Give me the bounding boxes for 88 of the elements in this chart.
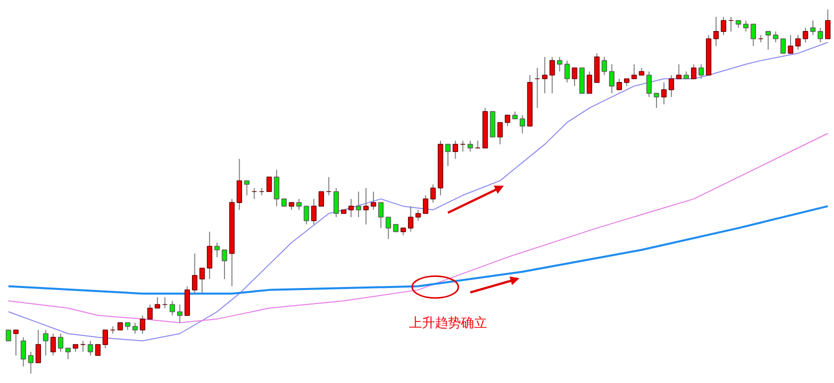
- candlestick: [564, 60, 570, 83]
- candlestick: [452, 140, 458, 160]
- candlestick: [668, 74, 674, 98]
- candlestick: [758, 34, 764, 43]
- candlestick: [468, 140, 473, 152]
- candlestick: [609, 64, 614, 94]
- candlestick: [214, 242, 220, 258]
- candlestick: [713, 16, 719, 47]
- candlestick: [586, 70, 592, 94]
- candlestick: [236, 158, 242, 210]
- candlestick: [20, 336, 26, 367]
- candlestick: [58, 333, 64, 352]
- candlestick: [415, 209, 421, 222]
- candlestick: [192, 253, 198, 294]
- candlestick: [177, 304, 182, 324]
- candlestick: [497, 122, 503, 145]
- candlestick: [162, 296, 168, 309]
- candlestick: [266, 176, 272, 192]
- candlestick: [795, 34, 801, 50]
- candlestick: [430, 184, 436, 204]
- candlestick: [147, 304, 153, 320]
- candlestick: [80, 340, 86, 352]
- candlestick: [206, 231, 212, 280]
- candlestick: [6, 330, 12, 342]
- candlestick: [445, 144, 451, 167]
- candlestick: [43, 329, 48, 356]
- candlestick: [750, 24, 756, 47]
- candlestick: [810, 20, 816, 36]
- candlestick: [534, 67, 540, 108]
- candlestick: [616, 78, 622, 90]
- candlestick: [296, 198, 302, 210]
- candlestick: [50, 333, 56, 356]
- candlestick: [802, 27, 808, 43]
- candlestick: [780, 38, 786, 54]
- candlestick: [199, 268, 205, 294]
- candlestick: [259, 187, 264, 196]
- candlestick: [65, 348, 71, 360]
- candlestick: [631, 64, 637, 80]
- candlestick: [274, 169, 280, 207]
- candlestick: [408, 206, 414, 232]
- candlestick: [661, 82, 667, 105]
- candlestick: [311, 198, 317, 225]
- candlestick: [252, 187, 257, 200]
- candlestick: [766, 30, 771, 50]
- candlestick: [170, 300, 176, 316]
- candlestick: [28, 351, 34, 374]
- candlestick: [788, 34, 794, 54]
- candlestick: [772, 30, 778, 43]
- candlestick: [698, 64, 704, 80]
- candlestick: [542, 56, 548, 94]
- candlestick: [728, 16, 734, 32]
- candlestick: [475, 140, 480, 148]
- candlestick: [654, 92, 660, 108]
- candlestick: [572, 67, 578, 87]
- candlestick: [244, 180, 250, 196]
- candlestick: [304, 206, 310, 225]
- candlestick: [549, 56, 555, 94]
- candlestick: [691, 64, 696, 80]
- candlestick: [676, 64, 682, 80]
- candlestick: [140, 314, 146, 334]
- candlestick: [743, 20, 749, 32]
- candlestick: [422, 194, 428, 214]
- candlestick: [356, 191, 362, 218]
- candlestick: [318, 191, 324, 207]
- candlestick: [132, 322, 138, 334]
- candlestick: [102, 329, 108, 349]
- candlestick: [818, 27, 824, 43]
- candlestick: [95, 344, 101, 356]
- candlestick: [720, 16, 726, 36]
- candlestick: [348, 198, 354, 218]
- candlestick: [386, 216, 392, 240]
- candlestick: [36, 329, 41, 364]
- candlestick: [88, 340, 94, 356]
- candlestick: [460, 140, 466, 152]
- candlestick: [222, 249, 228, 280]
- candlestick: [520, 114, 526, 134]
- candlestick: [646, 70, 652, 98]
- candlestick: [370, 191, 376, 210]
- candlestick: [602, 56, 608, 76]
- candlestick: [504, 114, 510, 127]
- candlestick: [333, 187, 339, 218]
- candlestick: [378, 202, 384, 229]
- candlestick: [326, 176, 332, 196]
- candlestick: [825, 9, 831, 40]
- candlestick: [13, 329, 19, 356]
- candlestick: [154, 296, 160, 309]
- annotation: 上升趋势确立: [408, 314, 487, 331]
- candlestick: [556, 56, 562, 72]
